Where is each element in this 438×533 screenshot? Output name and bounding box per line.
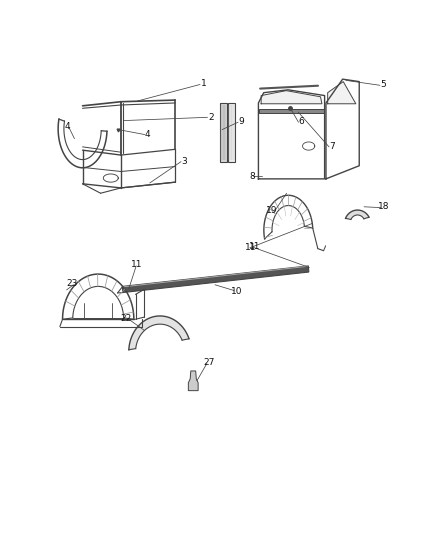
Text: 22: 22 xyxy=(120,314,132,323)
Text: 11: 11 xyxy=(131,260,142,269)
Text: 3: 3 xyxy=(181,157,187,166)
Text: 18: 18 xyxy=(378,203,389,211)
Polygon shape xyxy=(261,91,322,104)
Polygon shape xyxy=(188,371,198,391)
Text: 4: 4 xyxy=(65,122,71,131)
Text: 6: 6 xyxy=(298,117,304,126)
FancyBboxPatch shape xyxy=(220,103,226,161)
Polygon shape xyxy=(328,82,356,104)
FancyBboxPatch shape xyxy=(228,103,235,161)
Text: 7: 7 xyxy=(329,142,335,150)
Polygon shape xyxy=(129,316,189,350)
Text: 19: 19 xyxy=(265,206,277,215)
Text: 8: 8 xyxy=(249,172,255,181)
Text: 2: 2 xyxy=(208,113,214,122)
Polygon shape xyxy=(346,210,369,220)
Polygon shape xyxy=(122,266,309,293)
Text: 5: 5 xyxy=(381,80,386,89)
Text: 10: 10 xyxy=(231,287,243,296)
Text: 9: 9 xyxy=(238,117,244,126)
Text: 27: 27 xyxy=(204,358,215,367)
Text: 4: 4 xyxy=(144,130,150,139)
Text: 1: 1 xyxy=(201,79,206,88)
Text: 11: 11 xyxy=(245,243,257,252)
Text: 11: 11 xyxy=(249,241,261,251)
Polygon shape xyxy=(259,109,324,113)
Text: 23: 23 xyxy=(66,279,78,288)
